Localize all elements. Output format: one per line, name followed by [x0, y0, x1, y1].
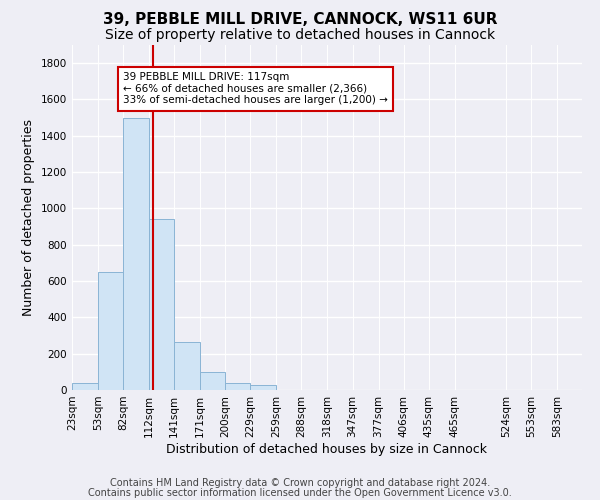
- Y-axis label: Number of detached properties: Number of detached properties: [22, 119, 35, 316]
- Text: Size of property relative to detached houses in Cannock: Size of property relative to detached ho…: [105, 28, 495, 42]
- Bar: [72, 382, 98, 390]
- Text: Contains HM Land Registry data © Crown copyright and database right 2024.: Contains HM Land Registry data © Crown c…: [110, 478, 490, 488]
- Text: 39, PEBBLE MILL DRIVE, CANNOCK, WS11 6UR: 39, PEBBLE MILL DRIVE, CANNOCK, WS11 6UR: [103, 12, 497, 28]
- Bar: [200, 372, 225, 390]
- Text: Contains public sector information licensed under the Open Government Licence v3: Contains public sector information licen…: [88, 488, 512, 498]
- Bar: [123, 118, 149, 390]
- Bar: [174, 342, 200, 390]
- Bar: [149, 220, 174, 390]
- X-axis label: Distribution of detached houses by size in Cannock: Distribution of detached houses by size …: [167, 442, 487, 456]
- Bar: [225, 382, 250, 390]
- Bar: [250, 384, 277, 390]
- Text: 39 PEBBLE MILL DRIVE: 117sqm
← 66% of detached houses are smaller (2,366)
33% of: 39 PEBBLE MILL DRIVE: 117sqm ← 66% of de…: [123, 72, 388, 106]
- Bar: [98, 272, 123, 390]
